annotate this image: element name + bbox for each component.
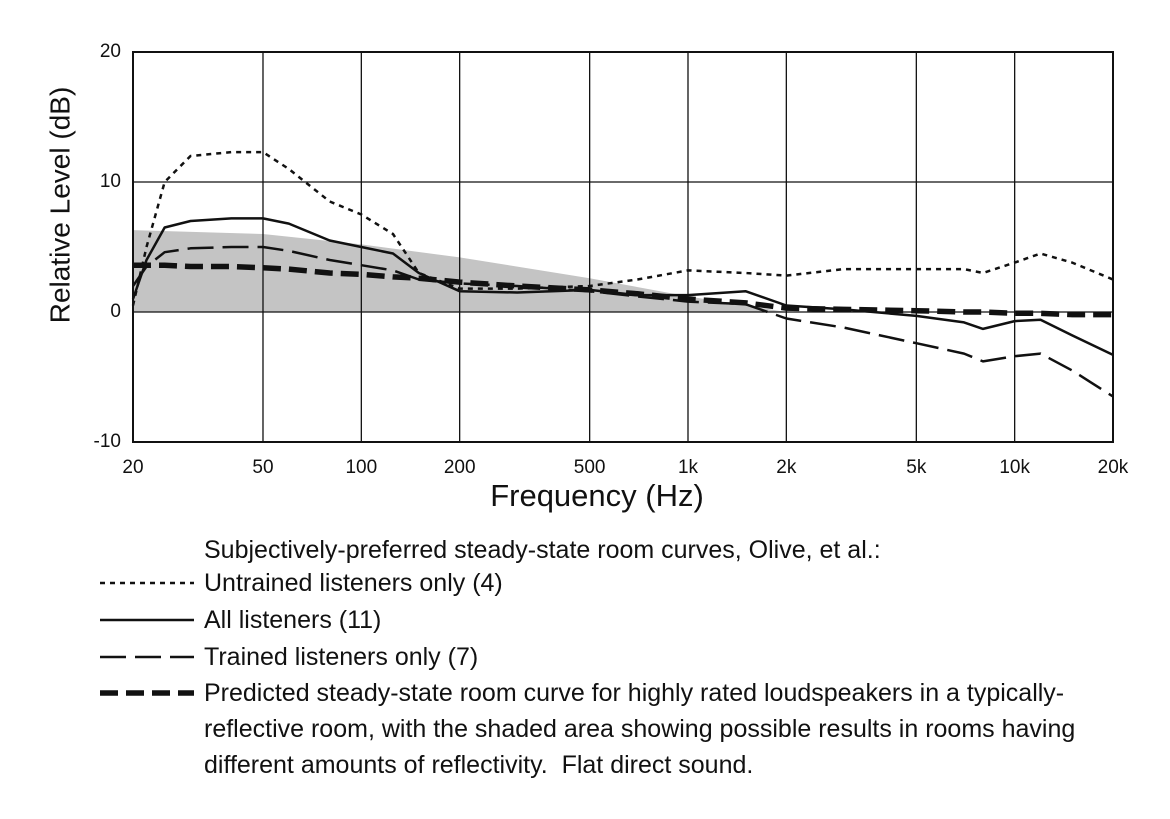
legend-title: Subjectively-preferred steady-state room… <box>204 536 881 564</box>
x-axis-label: Frequency (Hz) <box>490 478 704 513</box>
series-line <box>133 262 1113 318</box>
y-tick-label: 20 <box>100 41 121 62</box>
x-tick-label: 10k <box>999 457 1030 478</box>
x-tick-label: 1k <box>678 457 699 478</box>
series-line <box>131 150 1114 306</box>
y-tick-label: 0 <box>110 301 121 322</box>
y-axis-label: Relative Level (dB) <box>44 87 75 324</box>
x-tick-label: 2k <box>776 457 797 478</box>
x-tick-label: 100 <box>345 457 377 478</box>
x-tick-label: 500 <box>574 457 606 478</box>
x-tick-label: 200 <box>444 457 476 478</box>
plot-frame <box>132 51 1114 443</box>
y-tick-label: 10 <box>100 171 121 192</box>
x-tick-label: 5k <box>906 457 927 478</box>
legend-label: Trained listeners only (7) <box>204 643 479 671</box>
series-line <box>131 217 1114 357</box>
y-tick-label: -10 <box>94 431 121 452</box>
legend-label: Untrained listeners only (4) <box>204 569 503 597</box>
x-tick-label: 50 <box>252 457 273 478</box>
legend-label: Predicted steady-state room curve for hi… <box>204 679 1083 779</box>
legend-label: All listeners (11) <box>204 606 382 634</box>
x-tick-label: 20k <box>1098 457 1129 478</box>
x-tick-label: 20 <box>122 457 143 478</box>
